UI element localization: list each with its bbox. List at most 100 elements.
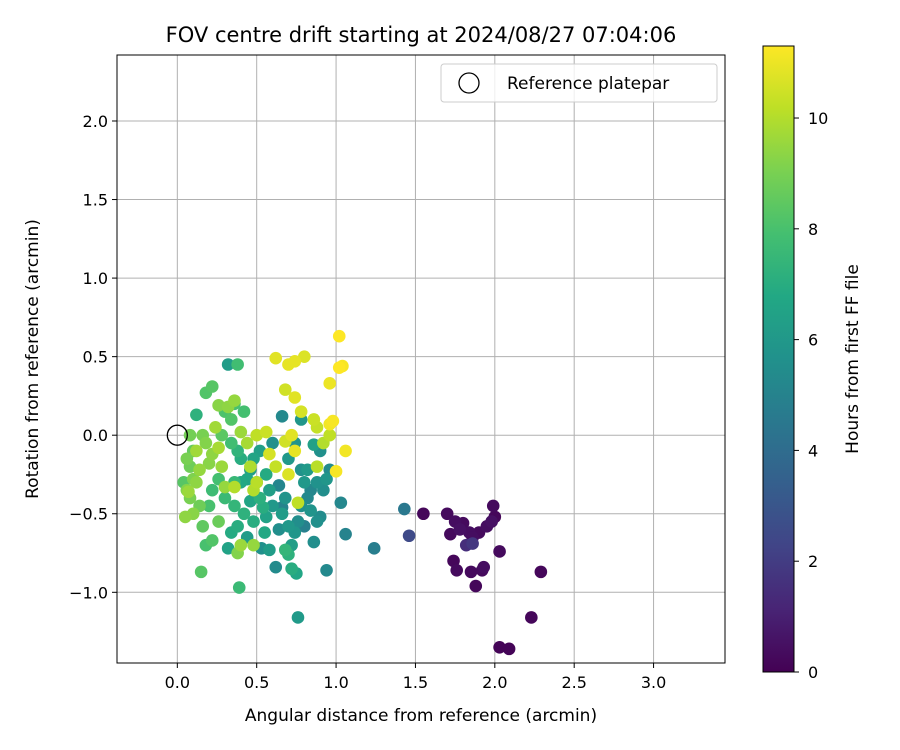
data-point: [301, 463, 314, 477]
data-point: [334, 496, 348, 510]
colorbar-ticks: 0 2 4 6 8 10: [794, 109, 828, 682]
data-point: [367, 542, 381, 555]
data-point: [291, 496, 305, 510]
data-point: [466, 537, 479, 550]
data-point: [285, 562, 298, 576]
data-point: [263, 447, 276, 461]
colorbar-tick-label: 6: [808, 331, 818, 350]
plot-frame: [116, 54, 726, 664]
data-point: [444, 527, 457, 541]
colorbar-tick-label: 0: [808, 663, 818, 682]
data-point: [231, 520, 244, 533]
data-point: [320, 564, 333, 577]
data-point: [440, 507, 454, 521]
data-point: [307, 413, 321, 426]
data-point: [339, 444, 352, 458]
data-point: [493, 640, 506, 654]
data-point: [196, 520, 210, 533]
data-point: [266, 499, 279, 513]
x-axis-label: Angular distance from reference (arcmin): [245, 706, 597, 726]
colorbar-label: Hours from first FF file: [843, 264, 863, 454]
data-point: [307, 438, 321, 451]
y-tick-label: 0.0: [83, 426, 108, 445]
data-point: [339, 527, 352, 541]
data-point: [329, 465, 343, 478]
data-point: [266, 436, 279, 450]
data-point: [477, 560, 491, 574]
data-point: [278, 383, 292, 396]
data-point: [209, 421, 222, 434]
data-point: [178, 510, 192, 524]
data-point: [469, 579, 483, 593]
y-tick-label: 2.0: [83, 112, 108, 131]
data-point: [221, 358, 235, 371]
y-tick-label: −0.5: [69, 505, 108, 524]
data-point: [193, 463, 206, 477]
data-point: [190, 476, 203, 489]
data-point: [215, 460, 229, 473]
data-point: [224, 413, 238, 426]
data-point: [320, 472, 333, 486]
colorbar-gradient: [762, 45, 795, 673]
legend-marker-icon: [458, 72, 480, 94]
data-point: [250, 476, 263, 489]
data-point: [310, 515, 324, 528]
data-point: [323, 428, 337, 442]
data-point: [288, 444, 302, 458]
data-point: [205, 380, 219, 393]
data-point: [231, 358, 244, 371]
data-point: [450, 564, 464, 577]
colorbar-tick-label: 10: [808, 109, 828, 128]
data-point: [182, 485, 195, 499]
data-point: [486, 499, 500, 513]
colorbar-tick-label: 4: [808, 441, 818, 460]
data-point: [285, 428, 298, 442]
data-point: [263, 483, 276, 497]
data-point: [237, 405, 251, 418]
data-point: [272, 523, 286, 536]
data-point: [307, 535, 321, 549]
data-point: [485, 515, 498, 528]
data-point: [294, 405, 308, 418]
data-point: [205, 534, 219, 547]
y-tick-label: −1.0: [69, 583, 108, 602]
y-tick-label: 0.5: [83, 348, 108, 367]
legend: Reference platepar: [440, 63, 718, 103]
data-point: [218, 480, 232, 494]
data-point: [221, 542, 235, 555]
data-point: [205, 483, 219, 497]
y-axis-ticks: −1.0 −0.5 0.0 0.5 1.0 1.5 2.0: [69, 112, 117, 602]
data-point: [212, 441, 225, 455]
x-tick-label: 1.0: [323, 673, 348, 692]
data-point: [326, 414, 340, 428]
data-point: [269, 560, 283, 574]
data-point: [232, 581, 246, 594]
data-point: [453, 523, 467, 536]
data-point: [237, 507, 251, 521]
data-point: [332, 361, 346, 374]
data-point: [218, 491, 232, 505]
data-point: [258, 526, 271, 539]
x-tick-label: 0.0: [165, 673, 190, 692]
data-point: [282, 468, 295, 481]
colorbar: 0 2 4 6 8 10 Hours from first FF file: [762, 45, 863, 682]
data-point: [275, 410, 289, 423]
data-points: [177, 329, 548, 656]
data-point: [278, 543, 292, 557]
data-point: [398, 502, 411, 516]
data-point: [275, 507, 289, 521]
data-point: [263, 543, 276, 557]
x-axis-ticks: 0.0 0.5 1.0 1.5 2.0 2.5 3.0: [165, 663, 666, 692]
data-point: [288, 355, 302, 368]
data-point: [190, 408, 203, 422]
data-point: [269, 460, 283, 473]
data-point: [244, 494, 257, 508]
data-point: [323, 377, 337, 390]
data-point: [180, 452, 194, 466]
chart-title: FOV centre drift starting at 2024/08/27 …: [166, 23, 677, 47]
data-point: [228, 499, 241, 513]
data-point: [247, 538, 260, 552]
data-point: [240, 436, 254, 450]
data-point: [298, 476, 311, 489]
